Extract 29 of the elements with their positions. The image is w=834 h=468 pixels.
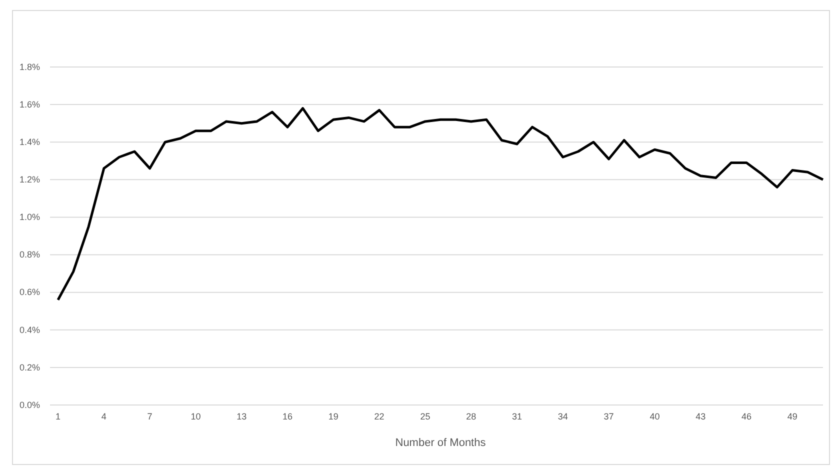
x-tick-label: 7 — [147, 411, 152, 422]
x-tick-label: 1 — [55, 411, 61, 422]
y-tick-label: 1.2% — [19, 174, 40, 185]
x-axis-title: Number of Months — [395, 437, 486, 449]
x-tick-label: 40 — [650, 411, 660, 422]
x-tick-label: 19 — [328, 411, 338, 422]
x-tick-label: 37 — [604, 411, 614, 422]
x-tick-label: 4 — [101, 411, 106, 422]
x-tick-label: 10 — [190, 411, 201, 422]
x-tick-label: 25 — [420, 411, 430, 422]
y-tick-label: 0.2% — [19, 362, 40, 372]
x-tick-label: 43 — [696, 411, 706, 422]
y-tick-label: 0.8% — [19, 250, 40, 260]
x-tick-label: 31 — [512, 411, 522, 422]
y-tick-label: 1.6% — [19, 99, 40, 110]
y-tick-label: 1.8% — [19, 62, 40, 72]
line-series — [56, 107, 824, 302]
y-tick-label: 1.0% — [19, 212, 40, 222]
x-tick-label: 13 — [236, 411, 247, 422]
x-tick-label: 22 — [374, 411, 384, 422]
y-tick-label: 0.0% — [19, 400, 40, 410]
x-tick-label: 49 — [787, 411, 798, 422]
x-tick-label: 28 — [466, 411, 476, 422]
x-tick-label: 34 — [558, 411, 568, 422]
x-tick-label: 16 — [282, 411, 293, 422]
x-tick-label: 46 — [741, 411, 752, 422]
y-tick-label: 1.4% — [19, 136, 40, 147]
y-tick-label: 0.4% — [19, 324, 40, 335]
y-tick-label: 0.6% — [19, 287, 40, 298]
